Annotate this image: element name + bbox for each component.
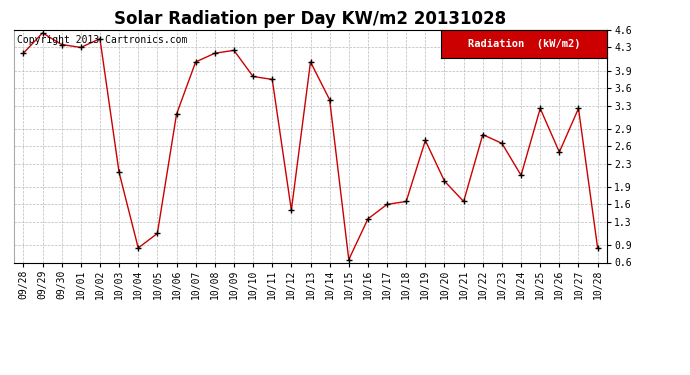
Text: Copyright 2013 Cartronics.com: Copyright 2013 Cartronics.com bbox=[17, 34, 187, 45]
Title: Solar Radiation per Day KW/m2 20131028: Solar Radiation per Day KW/m2 20131028 bbox=[115, 10, 506, 28]
